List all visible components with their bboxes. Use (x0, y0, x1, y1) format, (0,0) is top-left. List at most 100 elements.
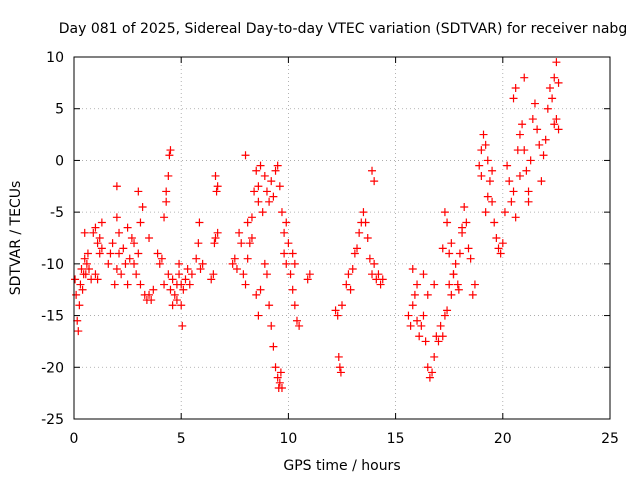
data-point (488, 166, 497, 175)
data-point (552, 115, 561, 124)
data-point (123, 223, 132, 232)
x-tick-label: 10 (279, 431, 297, 447)
data-point (125, 254, 134, 263)
data-point (160, 213, 169, 222)
data-point (247, 234, 256, 242)
data-point (507, 197, 516, 206)
y-tick-label: -15 (41, 309, 64, 325)
data-point (500, 208, 509, 217)
data-point (342, 280, 351, 289)
data-point (305, 270, 314, 279)
data-point (524, 187, 533, 196)
data-point (413, 280, 422, 289)
y-tick-label: -20 (41, 360, 64, 376)
data-point (75, 301, 84, 310)
y-tick-label: -5 (50, 205, 64, 221)
data-point (210, 239, 219, 248)
data-point (280, 249, 289, 258)
data-point (185, 280, 194, 289)
data-point (164, 270, 173, 279)
data-point (454, 285, 463, 294)
data-point (522, 166, 531, 175)
data-point (515, 171, 524, 180)
data-point (149, 285, 158, 294)
data-point (535, 140, 544, 149)
data-point (166, 285, 175, 294)
data-point (97, 244, 106, 253)
data-point (72, 290, 81, 299)
data-point (271, 363, 280, 372)
data-point (483, 156, 492, 165)
data-point (419, 270, 428, 279)
data-point (460, 202, 469, 211)
data-point (430, 352, 439, 361)
data-point (258, 208, 267, 217)
data-point (198, 259, 207, 268)
data-point (440, 311, 449, 320)
data-point (520, 73, 529, 82)
data-point (260, 171, 269, 180)
axis-ticks: 0 5 10 15 20 25 -25 -20 -15 -10 -5 0 5 10 (41, 50, 619, 447)
data-point (528, 115, 537, 124)
data-point (554, 78, 563, 87)
data-point (230, 254, 239, 263)
data-point (425, 373, 434, 382)
data-point (211, 234, 220, 242)
data-point (195, 218, 204, 227)
data-point (376, 280, 385, 289)
data-point (552, 58, 561, 67)
data-point (168, 275, 177, 284)
data-point (157, 254, 166, 263)
data-point (93, 275, 102, 284)
x-tick-label: 0 (70, 431, 79, 447)
data-point (95, 234, 104, 242)
data-point (177, 280, 186, 289)
data-point (334, 352, 343, 361)
data-point (168, 301, 177, 310)
data-point (164, 171, 173, 180)
data-point (413, 316, 422, 325)
data-point (243, 218, 252, 227)
y-tick-label: 10 (46, 50, 64, 66)
data-point (520, 146, 529, 155)
data-point (453, 280, 462, 289)
data-point (228, 259, 237, 268)
data-point (464, 244, 473, 253)
data-point (115, 249, 124, 258)
x-tick-label: 25 (601, 431, 619, 447)
data-point (290, 301, 299, 310)
data-point (378, 275, 387, 284)
data-point (445, 249, 454, 258)
data-point (421, 337, 430, 346)
data-point (213, 228, 222, 237)
data-point (175, 270, 184, 279)
data-point (117, 270, 126, 279)
y-tick-label: 5 (55, 102, 64, 118)
data-point (145, 290, 154, 299)
data-point (438, 244, 447, 253)
data-point (276, 368, 285, 377)
data-point (256, 285, 265, 294)
data-point (269, 342, 278, 351)
data-point (496, 249, 505, 258)
data-point (243, 254, 252, 263)
data-point (286, 270, 295, 279)
data-point (282, 259, 291, 268)
data-point (475, 161, 484, 170)
data-point (533, 125, 542, 134)
data-point (530, 99, 539, 108)
data-point (455, 249, 464, 258)
data-point (123, 280, 132, 289)
x-axis-label: GPS time / hours (283, 458, 400, 474)
data-point (477, 171, 486, 180)
data-point (241, 151, 250, 160)
data-point (78, 285, 87, 294)
data-point (550, 120, 559, 129)
data-point (361, 218, 370, 227)
data-point (181, 275, 190, 284)
data-point (481, 140, 490, 149)
data-point (273, 161, 282, 170)
data-point (172, 296, 181, 305)
data-point (370, 259, 379, 268)
data-point (74, 327, 83, 336)
